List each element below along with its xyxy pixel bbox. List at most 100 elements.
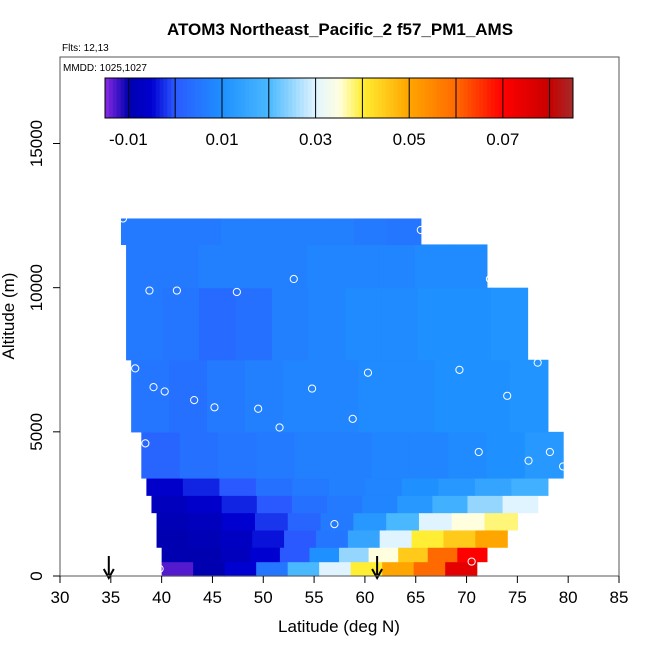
heatmap-cell [272, 287, 310, 361]
heatmap-cell [218, 431, 257, 479]
x-tick-label: 55 [305, 588, 324, 607]
heatmap-cell [234, 244, 271, 289]
colorbar-swatch [561, 78, 566, 118]
heatmap-cell [219, 477, 257, 496]
colorbar-swatch [350, 78, 356, 118]
colorbar-swatch [202, 78, 207, 118]
heatmap-cell [162, 244, 199, 289]
heatmap-cell [414, 244, 452, 289]
heatmap-cell [418, 287, 456, 361]
arrow-head [102, 568, 115, 581]
colorbar-swatch [358, 78, 363, 118]
colorbar-tick-label: -0.01 [109, 130, 148, 149]
heatmap-cell [474, 477, 512, 496]
heatmap-cell [486, 431, 526, 479]
colorbar-swatch [307, 78, 313, 118]
colorbar-swatch [222, 78, 227, 118]
heatmap-cell [156, 512, 190, 531]
heatmap-cell [224, 561, 257, 577]
colorbar-swatch [459, 78, 465, 118]
colorbar-swatch [370, 78, 375, 118]
heatmap-cell [220, 529, 253, 548]
heatmap-cell [342, 244, 380, 289]
colorbar-swatch [522, 78, 527, 118]
colorbar-swatch [401, 78, 406, 118]
x-tick-label: 35 [101, 588, 120, 607]
colorbar-swatch [151, 78, 157, 118]
colorbar-swatch [112, 78, 118, 118]
heatmap-cell [162, 287, 200, 361]
heatmap-cell [472, 359, 511, 433]
heatmap-cell [161, 547, 192, 563]
colorbar-swatch [557, 78, 562, 118]
heatmap-cell [154, 218, 189, 246]
colorbar-swatch [303, 78, 309, 118]
x-axis: 30 35 40 45 50 55 60 65 70 75 80 85 [51, 576, 628, 607]
heatmap-cell [511, 477, 549, 496]
heatmap-cell [418, 512, 453, 531]
sample-point [210, 403, 219, 412]
colorbar-swatch [210, 78, 215, 118]
y-axis-label: Altitude (m) [0, 273, 18, 360]
heatmap-cell [451, 512, 486, 531]
colorbar-swatch [194, 78, 200, 118]
heatmap-cell [244, 359, 284, 433]
heatmap-cell [179, 431, 219, 479]
colorbar-swatch [510, 78, 515, 118]
x-axis-label: Latitude (deg N) [278, 617, 400, 636]
sample-point [545, 447, 554, 457]
heatmap-cell [189, 512, 223, 531]
sample-point [289, 274, 298, 284]
colorbar-swatch [374, 78, 379, 118]
colorbar-swatch [128, 78, 133, 118]
x-tick-label: 30 [51, 588, 70, 607]
heatmap-cell [284, 529, 317, 548]
colorbar-swatch [268, 78, 274, 118]
heatmap-cell [220, 547, 251, 563]
heatmap-cell [156, 529, 190, 548]
colorbar-swatch [300, 78, 305, 118]
colorbar-swatch [171, 78, 176, 118]
sample-point [559, 462, 568, 471]
colorbar-swatch [225, 78, 231, 118]
colorbar-swatch [190, 78, 196, 118]
heatmap-cell [387, 218, 422, 246]
colorbar-swatch [541, 78, 547, 118]
colorbar-swatch [108, 78, 114, 118]
colorbar-swatch [159, 78, 164, 118]
colorbar-swatch [405, 78, 410, 118]
colorbar-swatch [241, 78, 246, 118]
sample-point [307, 384, 317, 393]
colorbar-swatch [198, 78, 203, 118]
colorbar-swatch [471, 78, 476, 118]
heatmap-cell [362, 495, 398, 514]
colorbar-swatch [483, 78, 488, 118]
heatmap-cell [188, 529, 221, 548]
heatmap-cell [287, 218, 322, 246]
colorbar-swatch [155, 78, 161, 118]
sample-point [485, 274, 495, 284]
x-tick-label: 80 [559, 588, 578, 607]
colorbar-swatch [452, 78, 457, 118]
heatmap-cell [445, 561, 478, 577]
colorbar-swatch [214, 78, 219, 118]
x-tick-label: 45 [203, 588, 222, 607]
sample-point [503, 391, 512, 400]
heatmap-cell [491, 287, 529, 361]
colorbar-swatch [378, 78, 383, 118]
heatmap-cell [199, 287, 237, 361]
colorbar-swatch [315, 78, 320, 118]
colorbar-swatch [397, 78, 402, 118]
sample-point [172, 286, 181, 295]
colorbar-swatch [276, 78, 281, 118]
heatmap-cell [382, 561, 415, 577]
heatmap-cell [484, 512, 518, 531]
colorbar-swatch [183, 78, 188, 118]
arrows [102, 556, 383, 581]
colorbar-swatch [335, 78, 340, 118]
colorbar-swatch [502, 78, 508, 118]
heatmap-cell [182, 477, 220, 496]
colorbar-swatch [132, 78, 137, 118]
heatmap-cell [457, 547, 488, 563]
colorbar-swatch [498, 78, 504, 118]
